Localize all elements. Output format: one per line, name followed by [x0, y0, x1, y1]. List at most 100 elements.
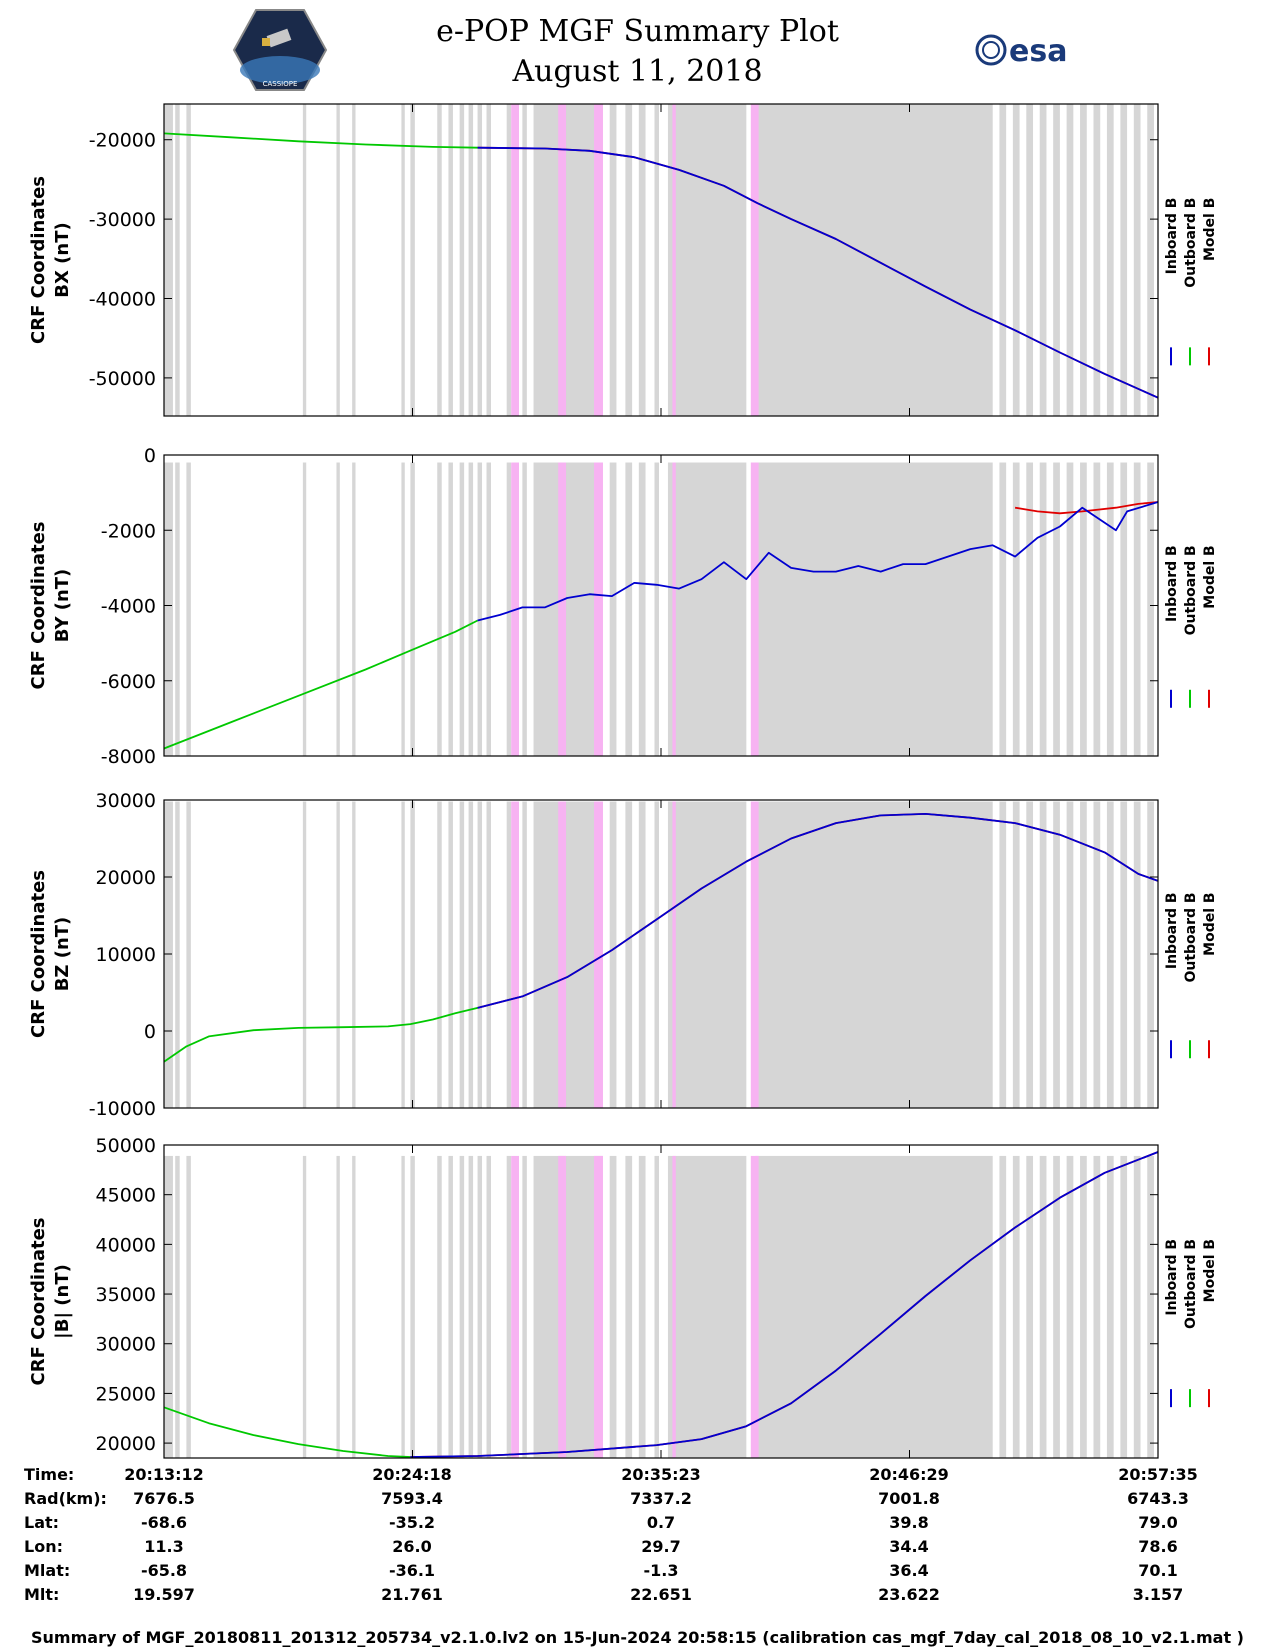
gray-band: [401, 462, 405, 756]
gray-band: [1026, 104, 1034, 416]
y-tick-label: 40000: [96, 1234, 156, 1256]
gray-band: [410, 104, 415, 416]
legend-label: Inboard B: [1164, 545, 1180, 622]
y-tick-label: 50000: [96, 1135, 156, 1157]
gray-band: [755, 462, 993, 756]
series-outboard: [163, 619, 479, 750]
y-tick-label: 45000: [96, 1185, 156, 1207]
gray-band: [1053, 104, 1060, 416]
ephemeris-value: -1.3: [643, 1561, 679, 1580]
pink-band: [750, 801, 759, 1108]
pink-band: [750, 462, 759, 756]
gray-band: [410, 462, 415, 756]
y-tick-label: -4000: [101, 596, 156, 618]
ephemeris-value: 36.4: [889, 1561, 929, 1580]
gray-band: [401, 801, 405, 1108]
y-axis-label: CRF Coordinates BZ (nT): [28, 870, 73, 1038]
gray-band: [506, 462, 512, 756]
ephemeris-value: 7676.5: [133, 1489, 195, 1508]
pink-band: [594, 801, 603, 1108]
gray-band: [410, 801, 415, 1108]
gray-band: [755, 1155, 993, 1458]
ephemeris-label: Lat:: [24, 1513, 60, 1532]
gray-band: [448, 462, 453, 756]
gray-band: [186, 801, 191, 1108]
ephemeris-value: 34.4: [889, 1537, 929, 1556]
gray-band: [533, 104, 603, 416]
gray-band: [352, 1155, 356, 1458]
ephemeris-row: Mlt: 19.597 21.761 22.651 23.622 3.157: [0, 1585, 1275, 1607]
gray-band: [1120, 104, 1128, 416]
ephemeris-label: Time:: [24, 1465, 75, 1484]
pink-band: [594, 104, 603, 416]
gray-band: [1133, 1155, 1141, 1458]
gray-band: [352, 104, 356, 416]
ephemeris-value: 29.7: [641, 1537, 681, 1556]
ephemeris-value: 20:57:35: [1118, 1465, 1198, 1484]
ephemeris-row: Lat: -68.6 -35.2 0.7 39.8 79.0: [0, 1513, 1275, 1535]
pink-band: [511, 104, 519, 416]
cassiope-logo: CASSIOPE: [232, 8, 328, 96]
y-tick-label: 0: [144, 1021, 156, 1043]
panel-4: 50000 45000 40000 35000 30000 25000 20000 CRF C…: [28, 1135, 1218, 1459]
pink-band: [750, 1155, 759, 1458]
y-tick-label: 35000: [96, 1284, 156, 1306]
ephemeris-value: 79.0: [1138, 1513, 1178, 1532]
pink-band: [750, 104, 759, 416]
gray-band: [1012, 801, 1020, 1108]
plot-frame: [163, 103, 1159, 417]
ephemeris-value: 20:13:12: [124, 1465, 204, 1484]
gray-band: [1080, 104, 1087, 416]
gray-band: [638, 462, 646, 756]
gray-band: [1106, 462, 1114, 756]
ephemeris-value: 3.157: [1132, 1585, 1184, 1604]
gray-band: [638, 104, 646, 416]
pink-band: [594, 1155, 603, 1458]
y-tick-label: -20000: [89, 130, 156, 152]
gray-band: [164, 801, 173, 1108]
gray-band: [1120, 1155, 1128, 1458]
pink-band: [558, 1155, 567, 1458]
gray-band: [506, 104, 512, 416]
gray-band: [302, 462, 307, 756]
gray-band: [1012, 104, 1020, 416]
gray-band: [302, 801, 307, 1108]
y-tick-label: 30000: [96, 790, 156, 812]
gray-band: [164, 104, 173, 416]
footer-caption: Summary of MGF_20180811_201312_205734_v2…: [31, 1628, 1244, 1647]
legend-label: Model B: [1202, 198, 1218, 261]
ephemeris-value: 22.651: [630, 1585, 692, 1604]
gray-band: [186, 1155, 191, 1458]
series-model: [1014, 501, 1159, 515]
gray-band: [533, 462, 603, 756]
gray-band: [522, 104, 527, 416]
y-tick-label: 0: [144, 445, 156, 467]
y-tick-label: -2000: [101, 520, 156, 542]
gray-band: [609, 462, 617, 756]
legend-label: Model B: [1202, 545, 1218, 608]
ephemeris-table: Time: 20:13:12 20:24:18 20:35:23 20:46:29 20:…: [0, 1465, 1275, 1625]
gray-band: [667, 462, 747, 756]
gray-band: [486, 462, 492, 756]
y-axis-label-line2: BY (nT): [52, 569, 73, 643]
gray-band: [755, 801, 993, 1108]
panel-2: 0 -2000 -4000 -6000 -8000 CRF Coordinates BY (…: [28, 445, 1218, 768]
gray-band: [625, 104, 633, 416]
gray-band: [175, 104, 180, 416]
gray-band: [486, 104, 492, 416]
gray-band: [533, 801, 603, 1108]
gray-band: [1039, 462, 1047, 756]
page-title: e-POP MGF Summary Plot: [436, 14, 839, 49]
ephemeris-label: Mlat:: [24, 1561, 71, 1580]
series-inboard: [477, 146, 1159, 399]
ephemeris-label: Lon:: [24, 1537, 63, 1556]
gray-band: [302, 1155, 307, 1458]
legend-label: Outboard B: [1183, 198, 1199, 288]
gray-band: [1133, 104, 1141, 416]
ephemeris-value: 19.597: [133, 1585, 195, 1604]
ephemeris-value: 39.8: [889, 1513, 929, 1532]
gray-band: [1026, 801, 1034, 1108]
y-axis-label-line1: CRF Coordinates: [28, 522, 49, 690]
panel-1: -20000 -30000 -40000 -50000 CRF Coordinates B…: [28, 103, 1218, 417]
